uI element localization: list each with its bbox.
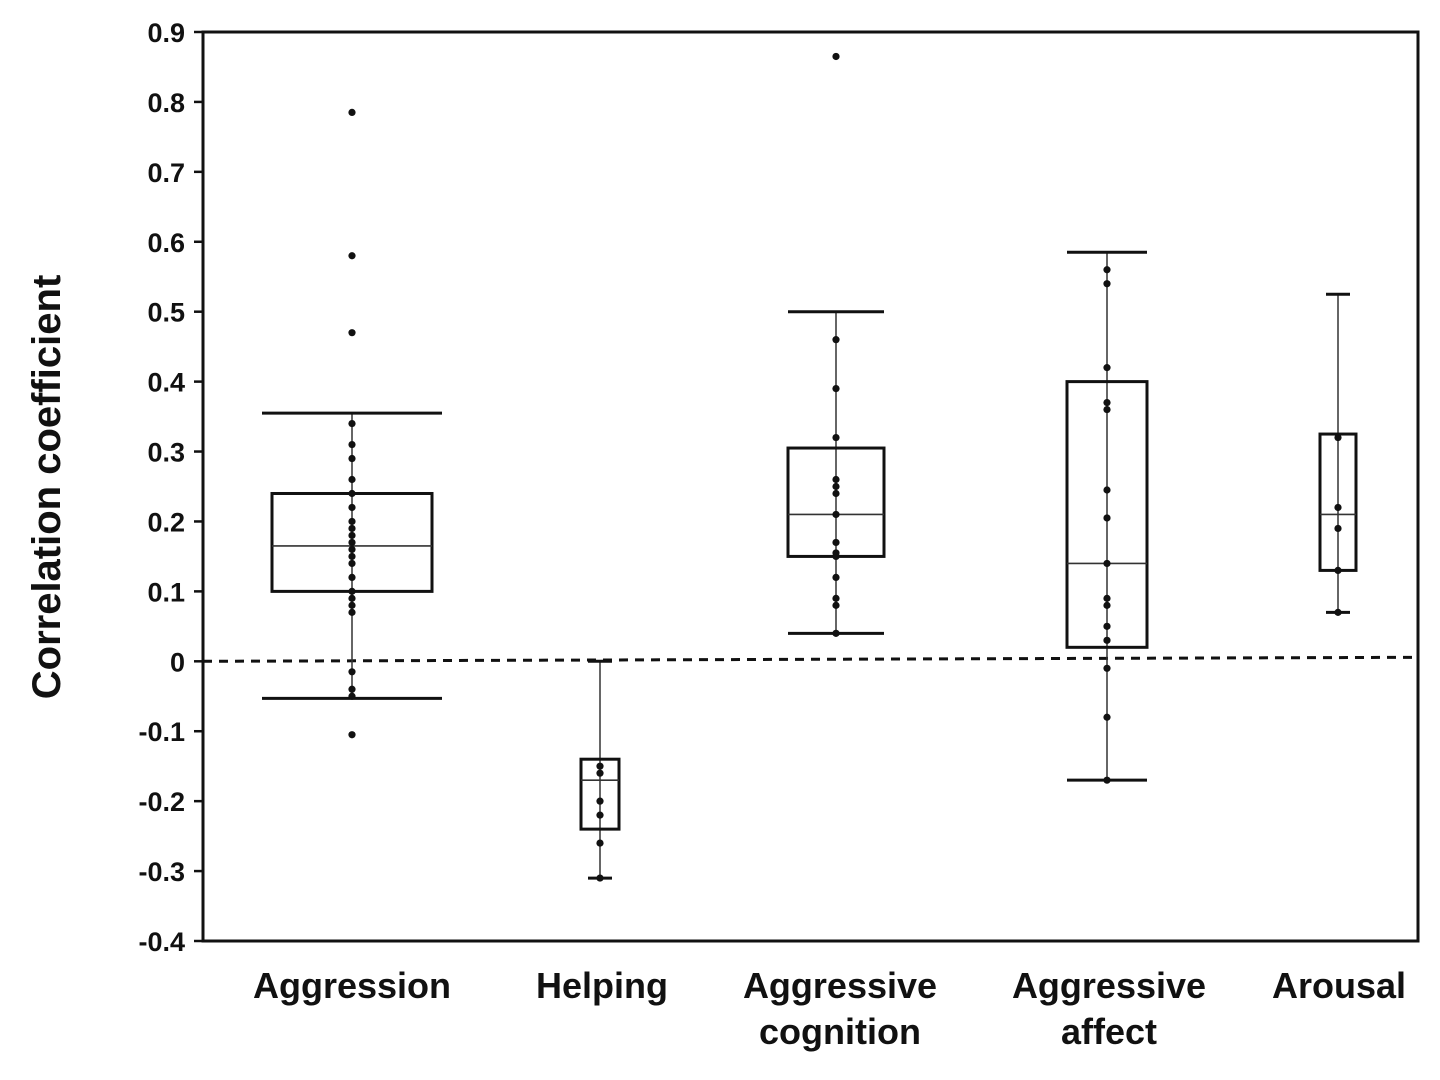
category-label: affect bbox=[1061, 1011, 1157, 1052]
zero-reference-line bbox=[202, 655, 1419, 663]
data-point bbox=[348, 419, 356, 428]
y-tick-label: 0.3 bbox=[147, 438, 185, 468]
category-label: Helping bbox=[536, 965, 668, 1006]
data-point bbox=[1103, 622, 1111, 630]
data-point bbox=[348, 731, 356, 739]
data-point bbox=[1103, 280, 1111, 288]
box-iqr bbox=[1065, 380, 1149, 649]
data-point bbox=[348, 608, 356, 616]
data-point bbox=[832, 489, 840, 498]
data-point bbox=[348, 692, 356, 700]
data-point bbox=[348, 601, 356, 609]
data-point bbox=[1334, 608, 1342, 616]
data-point bbox=[832, 52, 840, 61]
data-point bbox=[348, 573, 356, 582]
data-point bbox=[1103, 266, 1111, 274]
data-point bbox=[348, 538, 356, 547]
data-point bbox=[348, 552, 356, 561]
data-point bbox=[596, 839, 604, 847]
data-point bbox=[1103, 559, 1111, 568]
data-point bbox=[832, 573, 840, 582]
data-point bbox=[348, 685, 356, 693]
data-point bbox=[832, 482, 840, 491]
data-point bbox=[832, 385, 840, 393]
data-point bbox=[348, 594, 356, 602]
y-tick-label: 0.4 bbox=[147, 368, 185, 398]
data-point bbox=[1103, 594, 1111, 602]
data-point bbox=[348, 440, 356, 449]
data-point bbox=[1334, 433, 1342, 442]
y-tick-label: 0.6 bbox=[147, 228, 185, 258]
data-point bbox=[1103, 664, 1111, 672]
data-point bbox=[1103, 364, 1111, 372]
data-point bbox=[348, 545, 356, 554]
data-point bbox=[832, 510, 840, 519]
category-label: Arousal bbox=[1272, 965, 1406, 1006]
data-point bbox=[348, 531, 356, 540]
data-point bbox=[348, 587, 356, 595]
box-aggressive-cognition bbox=[786, 310, 886, 635]
data-point bbox=[1103, 776, 1111, 784]
data-point bbox=[348, 489, 356, 498]
y-tick-label: -0.4 bbox=[138, 927, 185, 957]
data-point bbox=[832, 552, 840, 561]
data-point bbox=[348, 329, 356, 337]
data-point bbox=[596, 762, 604, 770]
y-tick-label: -0.3 bbox=[138, 857, 185, 887]
data-point bbox=[348, 503, 356, 512]
data-point bbox=[596, 874, 604, 882]
box-iqr bbox=[579, 757, 621, 831]
category-label: Aggression bbox=[253, 965, 451, 1006]
data-point bbox=[832, 336, 840, 344]
y-tick-label: 0.5 bbox=[147, 298, 185, 328]
plot-frame bbox=[201, 30, 1420, 943]
category-label: Aggressive bbox=[1012, 965, 1206, 1006]
data-point bbox=[348, 668, 356, 676]
data-point bbox=[1103, 636, 1111, 644]
y-tick-label: 0.2 bbox=[147, 507, 185, 537]
data-point bbox=[1103, 601, 1111, 609]
y-tick-label: -0.2 bbox=[138, 787, 185, 817]
y-tick-label: 0.9 bbox=[147, 18, 185, 48]
y-tick-label: 0.7 bbox=[147, 158, 185, 188]
data-point bbox=[348, 517, 356, 526]
data-point bbox=[1334, 566, 1342, 575]
data-point bbox=[1334, 524, 1342, 533]
data-point bbox=[1103, 486, 1111, 494]
box-arousal bbox=[1318, 292, 1358, 614]
data-point bbox=[348, 559, 356, 568]
data-point bbox=[832, 629, 840, 637]
y-tick-label: 0.8 bbox=[147, 88, 185, 118]
data-point bbox=[348, 108, 356, 117]
y-axis-title: Correlation coefficient bbox=[25, 275, 69, 700]
data-point bbox=[832, 538, 840, 547]
data-point bbox=[596, 811, 604, 819]
data-point bbox=[832, 433, 840, 442]
data-point bbox=[832, 475, 840, 484]
y-tick-label: -0.1 bbox=[138, 717, 185, 747]
data-point bbox=[1103, 405, 1111, 414]
data-point bbox=[832, 594, 840, 602]
data-point bbox=[348, 524, 356, 533]
data-point bbox=[832, 601, 840, 609]
data-point bbox=[348, 252, 356, 260]
data-point bbox=[596, 769, 604, 777]
data-point bbox=[348, 454, 356, 463]
category-label: cognition bbox=[759, 1011, 921, 1052]
data-point bbox=[1334, 503, 1342, 512]
data-point bbox=[596, 797, 604, 805]
data-point bbox=[1103, 514, 1111, 522]
y-tick-label: 0.1 bbox=[147, 577, 185, 607]
category-label: Aggressive bbox=[743, 965, 937, 1006]
y-tick-label: 0 bbox=[170, 647, 185, 677]
data-point bbox=[348, 475, 356, 484]
data-point bbox=[1103, 713, 1111, 721]
data-point bbox=[1103, 398, 1111, 407]
